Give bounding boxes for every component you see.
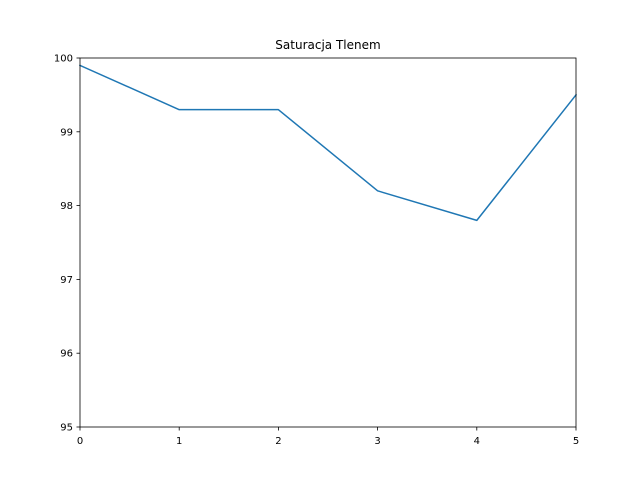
y-tick-label: 96	[60, 349, 73, 360]
series-layer	[79, 64, 578, 222]
y-tick-label: 95	[60, 423, 73, 434]
y-tick-label: 100	[54, 54, 73, 65]
x-tick-label: 2	[275, 436, 281, 447]
x-tick-label: 0	[77, 436, 83, 447]
series-line-0	[79, 64, 578, 222]
plot-frame	[79, 57, 577, 428]
x-tick-label: 5	[573, 436, 579, 447]
x-tick-label: 3	[374, 436, 380, 447]
x-tick-label: 1	[176, 436, 182, 447]
y-tick-label: 97	[60, 275, 73, 286]
chart-title: Saturacja Tlenem	[275, 38, 380, 52]
x-tick-label: 4	[474, 436, 480, 447]
y-tick-label: 99	[60, 127, 73, 138]
axes-layer: 0 1 2 3 4 5 95 96 97 98 99 100	[54, 54, 579, 448]
y-tick-label: 98	[60, 201, 73, 212]
